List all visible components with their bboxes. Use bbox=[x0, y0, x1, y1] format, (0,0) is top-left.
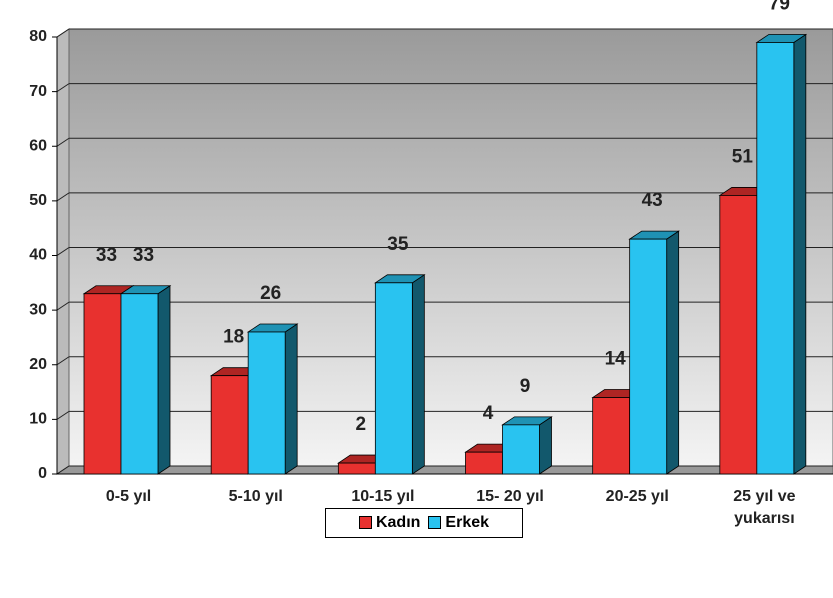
grid-line bbox=[56, 247, 70, 256]
legend-label: Erkek bbox=[445, 514, 490, 531]
x-tick-label: 25 yıl ve yukarısı bbox=[733, 488, 796, 527]
bar bbox=[501, 416, 553, 475]
data-label: 33 bbox=[96, 245, 117, 266]
y-tick-label: 80 bbox=[29, 28, 47, 45]
bar-front bbox=[210, 375, 249, 475]
legend-item: Erkek bbox=[428, 514, 489, 532]
data-label: 51 bbox=[732, 146, 754, 167]
grid-line bbox=[56, 28, 70, 38]
floor bbox=[55, 465, 833, 475]
legend-item: Kadın bbox=[358, 514, 421, 532]
bar-front bbox=[465, 451, 503, 475]
bar-side bbox=[539, 416, 552, 475]
bar-front bbox=[592, 397, 631, 475]
legend: Kadın Erkek bbox=[325, 508, 523, 538]
y-tick-label: 0 bbox=[38, 465, 47, 482]
bar-front bbox=[502, 424, 540, 475]
y-tick-label: 40 bbox=[29, 247, 47, 264]
data-label: 9 bbox=[520, 376, 531, 397]
bar-front bbox=[756, 42, 795, 475]
data-label: 79 bbox=[769, 0, 790, 14]
bar-front bbox=[337, 462, 376, 475]
x-tick-label: 5-10 yıl bbox=[228, 488, 283, 505]
x-tick-label: 15- 20 yıl bbox=[476, 488, 544, 505]
grid-line bbox=[56, 410, 70, 420]
bar-side bbox=[793, 33, 807, 475]
x-tick-label: 0-5 yıl bbox=[105, 488, 152, 505]
data-label: 14 bbox=[605, 349, 627, 370]
legend-swatch bbox=[358, 516, 372, 530]
y-tick-label: 30 bbox=[29, 301, 47, 318]
bar-front bbox=[83, 293, 122, 475]
plot: 0 10 20 30 40 50 60 70 80 33 33 18 26 2 35 4 9 14 43 51 79 bbox=[29, 0, 833, 482]
grid-line bbox=[56, 356, 70, 366]
bar-side bbox=[666, 230, 680, 475]
y-tick-label: 50 bbox=[29, 192, 47, 209]
grid-line bbox=[56, 465, 70, 475]
bar-front bbox=[247, 331, 286, 475]
y-tick-label: 60 bbox=[29, 137, 47, 154]
data-label: 26 bbox=[260, 283, 281, 304]
bar bbox=[755, 33, 808, 475]
bar-side bbox=[411, 274, 425, 475]
bar bbox=[628, 230, 680, 475]
legend-label: Kadın bbox=[375, 514, 421, 531]
bar bbox=[119, 284, 172, 475]
data-label: 35 bbox=[387, 234, 409, 255]
grid-line bbox=[56, 137, 70, 147]
grid-line bbox=[56, 301, 70, 311]
bar-front bbox=[120, 293, 159, 475]
data-label: 4 bbox=[483, 403, 494, 424]
bar bbox=[246, 323, 299, 475]
x-tick-label: 20-25 yıl bbox=[605, 488, 669, 505]
grid-line bbox=[56, 192, 70, 202]
y-tick-label: 20 bbox=[29, 356, 47, 373]
data-label: 43 bbox=[642, 190, 663, 211]
bar-front bbox=[629, 238, 668, 475]
y-tick-label: 70 bbox=[29, 83, 47, 100]
legend-swatch bbox=[428, 516, 442, 530]
x-tick-label: 10-15 yıl bbox=[351, 488, 415, 505]
bar-side bbox=[157, 284, 171, 475]
data-label: 18 bbox=[223, 327, 244, 348]
data-label: 33 bbox=[133, 245, 154, 266]
bar-side bbox=[284, 323, 298, 475]
y-tick-label: 10 bbox=[29, 411, 47, 428]
bar bbox=[374, 274, 426, 475]
grid-line bbox=[56, 83, 70, 93]
bar-front bbox=[374, 282, 413, 475]
bar-front bbox=[719, 195, 758, 475]
data-label: 2 bbox=[356, 414, 367, 435]
